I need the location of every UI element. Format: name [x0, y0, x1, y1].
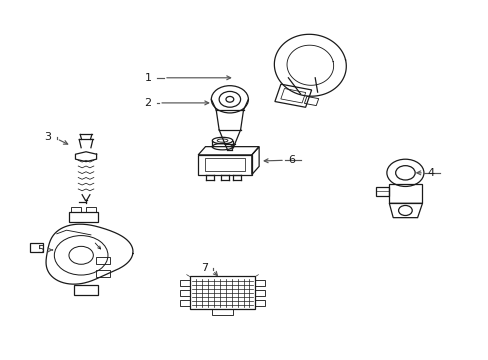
Bar: [86, 207, 96, 212]
Bar: [211, 310, 233, 315]
Text: 7: 7: [200, 263, 207, 273]
Bar: [255, 280, 264, 286]
Text: 5: 5: [37, 245, 44, 255]
Bar: [255, 290, 264, 296]
Bar: [180, 280, 189, 286]
Bar: [189, 276, 255, 310]
Text: 4: 4: [427, 168, 434, 178]
Text: 1: 1: [144, 73, 151, 83]
Bar: [255, 300, 264, 306]
Bar: [180, 300, 189, 306]
Bar: [96, 270, 110, 277]
Bar: [96, 257, 110, 264]
Text: 2: 2: [144, 98, 151, 108]
Bar: [71, 207, 81, 212]
Bar: [180, 290, 189, 296]
Text: 3: 3: [44, 132, 51, 142]
Text: 6: 6: [288, 155, 295, 165]
